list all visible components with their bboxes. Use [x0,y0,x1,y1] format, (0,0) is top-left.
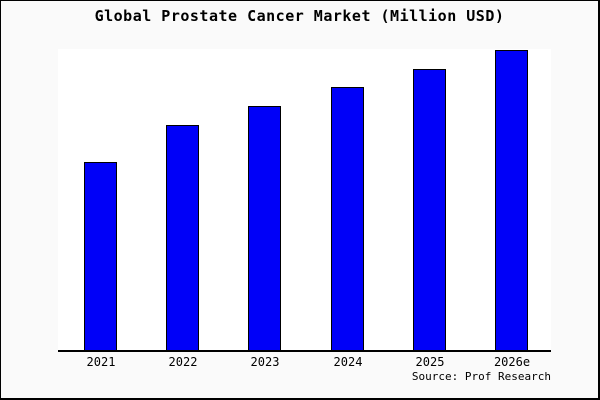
source-label: Source: Prof Research [411,370,551,383]
plot-area [58,49,551,351]
bar-2022 [166,125,199,351]
x-axis-tick-labels: 2021 2022 2023 2024 2025 2026e [58,355,551,371]
bar-2026e [495,50,528,351]
bar-2021 [84,162,117,351]
x-tick-label-2024: 2024 [333,355,363,369]
x-tick-label-2022: 2022 [168,355,198,369]
x-tick-label-2021: 2021 [86,355,116,369]
x-axis-line [58,350,551,352]
x-tick-label-2023: 2023 [250,355,280,369]
x-tick-label-2026e: 2026e [493,355,531,369]
chart-title: Global Prostate Cancer Market (Million U… [94,7,505,25]
x-tick-label-2025: 2025 [415,355,445,369]
bar-2025 [413,69,446,351]
bar-2024 [331,87,364,351]
bar-2023 [248,106,281,351]
